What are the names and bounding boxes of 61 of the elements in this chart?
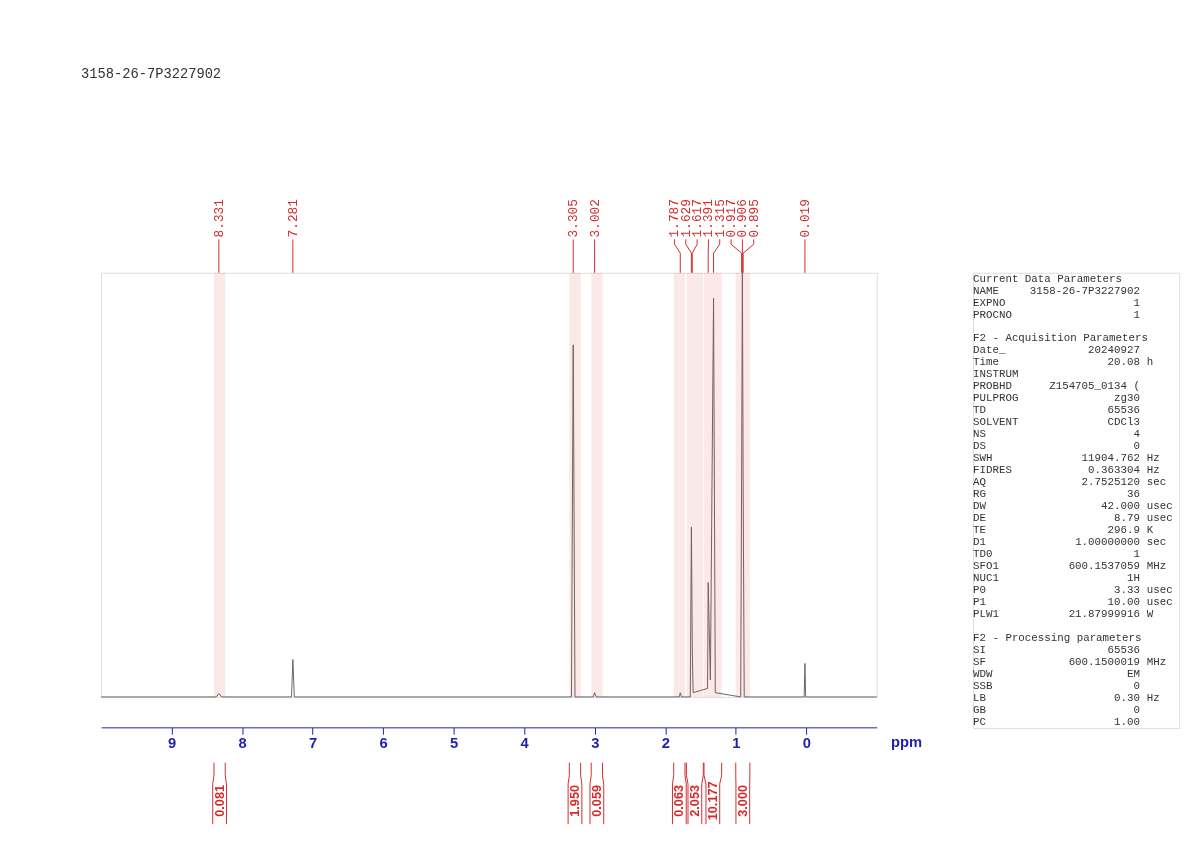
text: TD0 1 [973,548,1140,561]
text: TD 65536 [973,404,1140,417]
text: EXPNO 1 [973,296,1140,309]
ref-line-label: 0.019 [797,199,813,238]
text: WDW EM [973,667,1140,680]
text: SFO1 600.1537059 MHz [973,560,1167,573]
text: P1 10.00 usec [973,596,1173,609]
text: PULPROG zg30 [973,392,1140,405]
text: INSTRUM [973,368,1019,381]
text: AQ 2.7525120 sec [973,476,1167,489]
text: RG 36 [973,488,1140,501]
text: Date_ 20240927 [973,344,1140,357]
band-label: 10.177 [704,781,720,821]
x-tick-label: 1 [732,735,741,752]
band-label: 0.063 [671,784,687,817]
x-tick-label: 8 [238,735,247,752]
ref-line-label: 7.281 [285,198,301,238]
text: DS 0 [973,440,1140,453]
text: Time 20.08 h [973,356,1154,369]
band-label: 2.053 [686,784,702,817]
x-tick-label: 0 [802,735,811,752]
text: DW 42.000 usec [973,500,1173,513]
x-tick-label: 5 [450,735,459,752]
text: LB 0.30 Hz [973,691,1160,704]
text: TE 296.9 K [973,524,1154,537]
band-label: 1.950 [566,784,582,817]
x-tick-label: 6 [379,735,388,752]
text: SOLVENT CDCl3 [973,416,1140,429]
text: D1 1.00000000 sec [973,536,1167,549]
text: GB 0 [973,703,1140,716]
text: P0 3.33 usec [973,584,1173,597]
text: PC 1.00 [973,715,1140,728]
text: DE 8.79 usec [973,512,1173,525]
band-label: 0.081 [211,784,227,817]
x-tick-label: 9 [168,735,177,752]
x-tick-label: 2 [661,735,670,752]
band-label: 3.000 [734,784,750,817]
text: SWH 11904.762 Hz [973,452,1160,465]
x-axis-title: ppm [891,733,923,750]
ref-line-label: 3.002 [587,199,603,238]
text: Current Data Parameters [973,272,1123,285]
text: NUC1 1H [973,572,1140,585]
text: NAME 3158-26-7P3227902 [973,284,1140,297]
x-tick-label: 3 [591,735,600,752]
text: F2 - Processing parameters [973,631,1142,644]
x-tick-label: 7 [309,735,318,752]
text: NS 4 [973,428,1140,441]
text: PLW1 21.87999916 W [973,608,1154,620]
text: SF 600.1500019 MHz [973,655,1167,668]
text: SSB 0 [973,679,1140,692]
x-tick-label: 4 [520,735,530,752]
text: F2 - Acquisition Parameters [973,332,1148,345]
text: PROBHD Z154705_0134 ( [973,380,1140,393]
ref-line-label: 3.305 [566,199,582,238]
text: SI 65536 [973,643,1140,656]
text: FIDRES 0.363304 Hz [973,464,1160,477]
text: PROCNO 1 [973,308,1140,321]
ref-line-label: 8.331 [211,198,227,238]
band-label: 0.059 [588,784,604,817]
ref-line-label: 0.895 [746,199,762,238]
chart-title: 3158-26-7P3227902 [81,67,222,83]
